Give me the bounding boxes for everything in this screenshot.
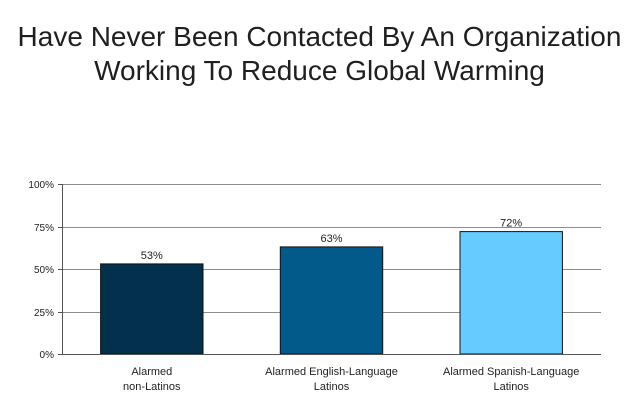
bars xyxy=(100,231,563,355)
y-tick-label: 50% xyxy=(34,265,54,276)
x-tick-label: Alarmed English-Language xyxy=(265,366,398,378)
y-tick-label: 25% xyxy=(34,308,54,319)
data-label: 53% xyxy=(141,250,163,262)
labels: 0% 25% 50% 75% 100% 53% Alarmed non-Latinos 63% A… xyxy=(28,180,579,393)
y-tick-label: 100% xyxy=(28,180,54,191)
x-tick-label: Alarmed Spanish-Language xyxy=(443,366,579,378)
y-tick-label: 75% xyxy=(34,223,54,234)
bar xyxy=(459,231,563,355)
y-tick-label: 0% xyxy=(40,350,55,361)
data-label: 63% xyxy=(320,233,342,245)
x-tick-label: Alarmed xyxy=(131,366,172,378)
x-tick-label: Latinos xyxy=(314,381,350,393)
x-tick-label: Latinos xyxy=(493,381,529,393)
bar xyxy=(279,246,384,355)
axes xyxy=(58,184,601,355)
chart-title-line-1: Have Never Been Contacted By An Organiza… xyxy=(17,21,622,52)
chart-title: Have Never Been Contacted By An Organiza… xyxy=(0,20,639,88)
x-tick-label: non-Latinos xyxy=(123,381,181,393)
bar xyxy=(100,263,204,355)
data-label: 72% xyxy=(500,218,522,230)
chart-title-line-2: Working To Reduce Global Warming xyxy=(94,55,545,86)
